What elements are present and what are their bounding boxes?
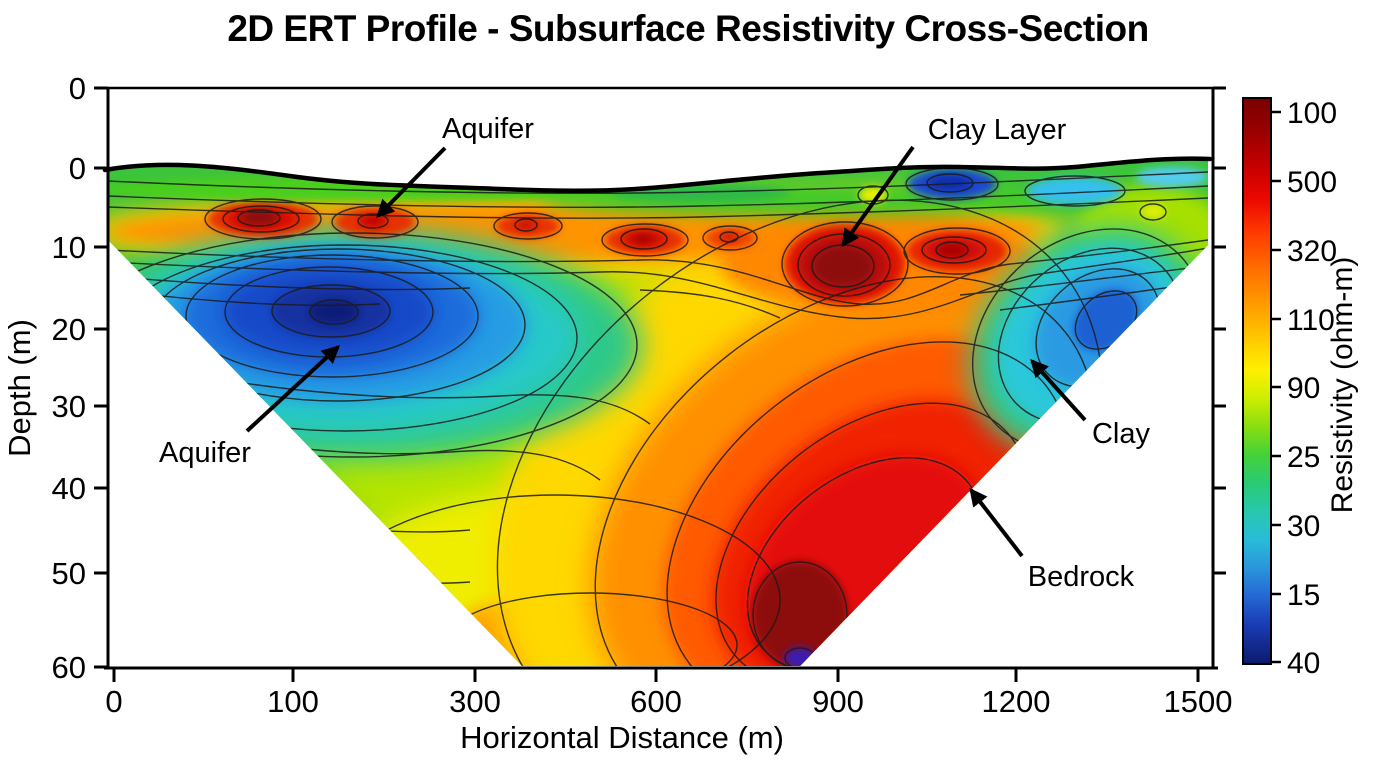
arrow-clay-right [1030, 358, 1087, 422]
colorbar-tick-label: 90 [1287, 372, 1320, 405]
arrow-aquifer-top [376, 146, 447, 218]
y-tick-label: 50 [52, 556, 86, 591]
colorbar-tick-label: 25 [1287, 441, 1320, 474]
right-axis-ticks [1213, 86, 1226, 575]
y-tick-label: 40 [52, 471, 86, 506]
colorbar-tick-label: 500 [1287, 166, 1337, 199]
x-axis-ticks [112, 668, 1200, 682]
x-tick-label: 300 [449, 684, 501, 719]
colorbar-tick-label: 320 [1287, 235, 1337, 268]
colorbar: 100 500 320 110 90 25 30 15 40 Resistivi… [1242, 97, 1359, 680]
colorbar-tick-label: 110 [1287, 304, 1335, 337]
y-tick-label: 60 [52, 650, 86, 685]
contour-lines [108, 167, 1208, 667]
colorbar-tick-label: 40 [1287, 647, 1320, 680]
annotation-clay-layer: Clay Layer [928, 114, 1067, 146]
resistivity-section [108, 158, 1208, 667]
plot-axes [94, 86, 1226, 682]
y-tick-label: 0 [69, 71, 86, 106]
arrow-bedrock [969, 487, 1024, 558]
annotation-arrows [245, 145, 1087, 558]
colorbar-ticks [1271, 110, 1281, 664]
x-tick-label: 900 [812, 684, 864, 719]
y-tick-label: 10 [52, 230, 86, 265]
y-tick-label: 30 [52, 389, 86, 424]
x-axis-title: Horizontal Distance (m) [460, 720, 784, 755]
x-tick-label: 600 [630, 684, 682, 719]
arrow-clay-layer [841, 145, 915, 248]
annotation-clay-right: Clay [1092, 418, 1151, 450]
annotation-aquifer-left: Aquifer [159, 437, 251, 469]
x-tick-label: 100 [267, 684, 319, 719]
y-axis-title: Depth (m) [2, 319, 37, 457]
y-axis-ticks [94, 86, 108, 669]
annotation-aquifer-top: Aquifer [442, 113, 534, 145]
annotation-bedrock: Bedrock [1028, 561, 1135, 593]
colorbar-tick-label: 30 [1287, 510, 1320, 543]
arrow-aquifer-left [245, 345, 340, 433]
y-tick-label: 20 [52, 312, 86, 347]
y-tick-label: 0 [69, 151, 86, 186]
chart-title: 2D ERT Profile - Subsurface Resistivity … [227, 8, 1149, 49]
x-tick-label: 1500 [1164, 684, 1233, 719]
colorbar-gradient [1242, 97, 1272, 665]
colorbar-tick-label: 100 [1287, 97, 1337, 130]
x-tick-label: 1200 [982, 684, 1051, 719]
ground-surface-line [102, 156, 1213, 193]
colorbar-tick-label: 15 [1287, 579, 1320, 612]
colorbar-title: Resistivity (ohm-m) [1326, 257, 1359, 514]
x-tick-label: 0 [105, 684, 122, 719]
